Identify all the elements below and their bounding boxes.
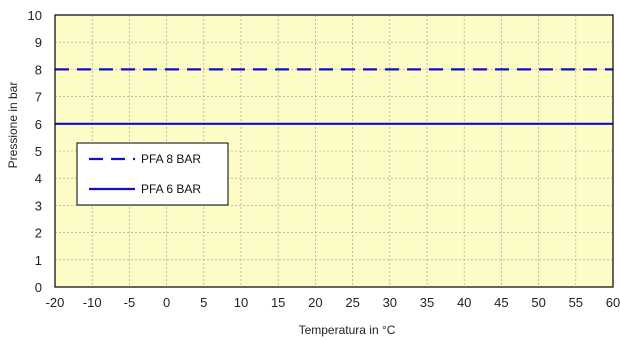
y-tick-label: 2 <box>35 226 42 241</box>
x-tick-label: 55 <box>569 295 583 310</box>
y-tick-label: 0 <box>35 280 42 295</box>
x-tick-label: 45 <box>494 295 508 310</box>
x-tick-label: 30 <box>383 295 397 310</box>
legend: PFA 8 BAR PFA 6 BAR <box>76 142 229 206</box>
x-tick-label: 10 <box>234 295 248 310</box>
x-tick-label: 35 <box>420 295 434 310</box>
y-tick-label: 3 <box>35 198 42 213</box>
legend-label: PFA 8 BAR <box>141 152 201 166</box>
y-tick-label: 4 <box>35 171 42 186</box>
y-tick-label: 10 <box>28 8 42 23</box>
x-tick-label: 20 <box>308 295 322 310</box>
y-tick-label: 9 <box>35 35 42 50</box>
series-group <box>55 68 613 125</box>
x-tick-label: 15 <box>271 295 285 310</box>
x-tick-label: 60 <box>606 295 620 310</box>
legend-box <box>76 142 229 206</box>
x-tick-label: -20 <box>46 295 65 310</box>
x-axis-label: Temperatura in °C <box>299 323 396 337</box>
plot-frame <box>54 14 614 288</box>
y-tick-label: 7 <box>35 90 42 105</box>
x-tick-label: 40 <box>457 295 471 310</box>
y-axis-label: Pressione in bar <box>6 82 20 169</box>
y-tick-label: 6 <box>35 117 42 132</box>
y-tick-label: 5 <box>35 144 42 159</box>
x-tick-label: -5 <box>124 295 136 310</box>
y-tick-label: 1 <box>35 253 42 268</box>
x-tick-label: 0 <box>163 295 170 310</box>
x-tick-label: 25 <box>345 295 359 310</box>
x-axis-ticks: -20 -10 -5 0 5 10 15 20 25 30 35 40 45 50 55 60 <box>46 295 620 310</box>
x-tick-label: -10 <box>83 295 102 310</box>
x-tick-label: 50 <box>531 295 545 310</box>
x-tick-label: 5 <box>200 295 207 310</box>
y-axis-ticks: 0 1 2 3 4 5 6 7 8 9 10 <box>28 8 42 295</box>
y-tick-label: 8 <box>35 62 42 77</box>
legend-label: PFA 6 BAR <box>141 182 201 196</box>
